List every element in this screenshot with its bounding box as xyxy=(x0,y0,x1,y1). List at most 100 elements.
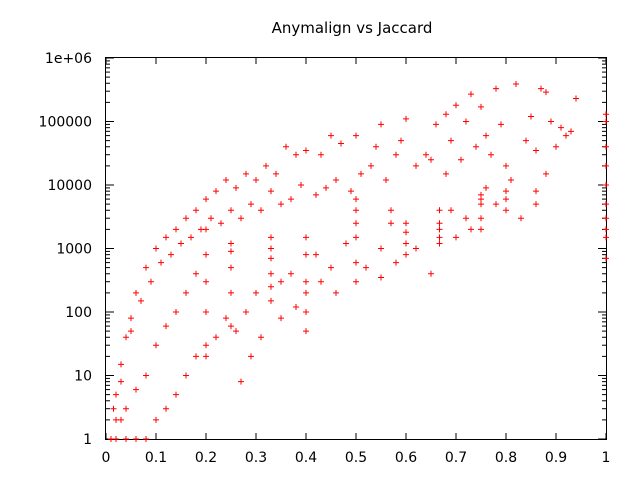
data-point xyxy=(253,176,259,183)
data-point xyxy=(393,151,399,158)
x-tick-label: 0.7 xyxy=(445,450,467,466)
data-point xyxy=(436,220,443,227)
data-point xyxy=(533,188,539,195)
data-point xyxy=(253,289,259,296)
data-point xyxy=(338,140,344,147)
data-point xyxy=(503,207,509,214)
data-point xyxy=(603,201,609,208)
data-point xyxy=(358,170,364,177)
data-point xyxy=(258,334,264,341)
data-point xyxy=(528,113,534,120)
data-point xyxy=(193,353,199,360)
data-point xyxy=(348,188,354,195)
data-point xyxy=(478,215,484,222)
data-point xyxy=(288,196,294,203)
y-tick-label: 1000 xyxy=(56,242,92,258)
x-tick-label: 0.5 xyxy=(345,450,367,466)
data-point xyxy=(363,264,369,271)
data-point xyxy=(258,207,264,214)
data-point xyxy=(436,234,443,241)
y-tick-label: 10000 xyxy=(47,178,92,194)
data-point xyxy=(303,289,309,296)
data-point xyxy=(273,170,279,177)
data-point xyxy=(318,151,324,158)
x-tick-label: 0.1 xyxy=(145,450,167,466)
data-point xyxy=(183,215,189,222)
data-point xyxy=(183,289,189,296)
data-point xyxy=(143,372,149,379)
data-point xyxy=(118,378,124,385)
data-point xyxy=(153,245,159,252)
data-point xyxy=(478,201,484,208)
data-point xyxy=(388,220,394,227)
data-point xyxy=(218,220,224,227)
data-point xyxy=(278,201,284,208)
data-point xyxy=(333,176,339,183)
data-point xyxy=(393,259,399,266)
data-point xyxy=(468,226,474,233)
data-point xyxy=(303,251,309,258)
data-point xyxy=(603,162,609,169)
data-point xyxy=(543,89,549,96)
data-point xyxy=(238,215,244,222)
data-point xyxy=(268,283,274,290)
data-point xyxy=(228,323,234,330)
data-point xyxy=(458,156,464,163)
data-point xyxy=(203,353,209,360)
data-point xyxy=(343,240,349,247)
data-point xyxy=(123,405,129,412)
data-point xyxy=(278,315,284,322)
data-point xyxy=(353,207,359,214)
data-point xyxy=(543,170,549,177)
data-point xyxy=(313,191,319,198)
data-point xyxy=(558,124,564,131)
data-point xyxy=(268,234,274,241)
data-point xyxy=(143,264,149,271)
data-point xyxy=(163,234,169,241)
data-point xyxy=(118,361,124,368)
data-point xyxy=(248,353,254,360)
data-point xyxy=(110,405,117,412)
y-tick-label: 100 xyxy=(65,305,92,321)
data-point xyxy=(513,80,519,87)
data-point xyxy=(568,128,574,135)
data-point xyxy=(533,147,539,154)
x-tick-label: 0.8 xyxy=(495,450,517,466)
data-point xyxy=(403,251,409,258)
data-point xyxy=(303,234,309,241)
data-point xyxy=(423,151,429,158)
data-point xyxy=(448,207,454,214)
data-point xyxy=(378,245,384,252)
y-tick-label: 10 xyxy=(74,369,92,385)
data-point xyxy=(353,220,359,227)
data-point xyxy=(603,182,609,188)
data-point xyxy=(503,188,509,195)
data-point xyxy=(518,215,524,222)
data-point xyxy=(233,184,239,191)
data-point xyxy=(548,118,554,125)
data-point xyxy=(228,264,234,271)
y-axis: 1 10 100 1000 10000 100000 1e+06 xyxy=(39,51,606,448)
data-point xyxy=(133,289,139,296)
x-tick-label: 0.3 xyxy=(245,450,267,466)
data-point xyxy=(508,176,514,183)
data-point xyxy=(153,416,159,423)
data-point xyxy=(163,323,169,330)
data-point xyxy=(603,143,609,150)
data-point xyxy=(268,245,274,252)
x-tick-label: 0.4 xyxy=(295,450,317,466)
data-point xyxy=(243,309,249,315)
data-point xyxy=(238,378,244,385)
data-point xyxy=(133,386,139,393)
data-point xyxy=(138,297,144,304)
data-point xyxy=(436,240,443,247)
data-point xyxy=(353,259,359,266)
data-point xyxy=(553,143,559,150)
data-point xyxy=(353,278,359,285)
data-point xyxy=(353,196,359,203)
data-point xyxy=(463,215,469,222)
data-point xyxy=(313,251,319,258)
data-point xyxy=(403,115,409,122)
data-point xyxy=(278,278,284,285)
data-point xyxy=(436,207,443,214)
